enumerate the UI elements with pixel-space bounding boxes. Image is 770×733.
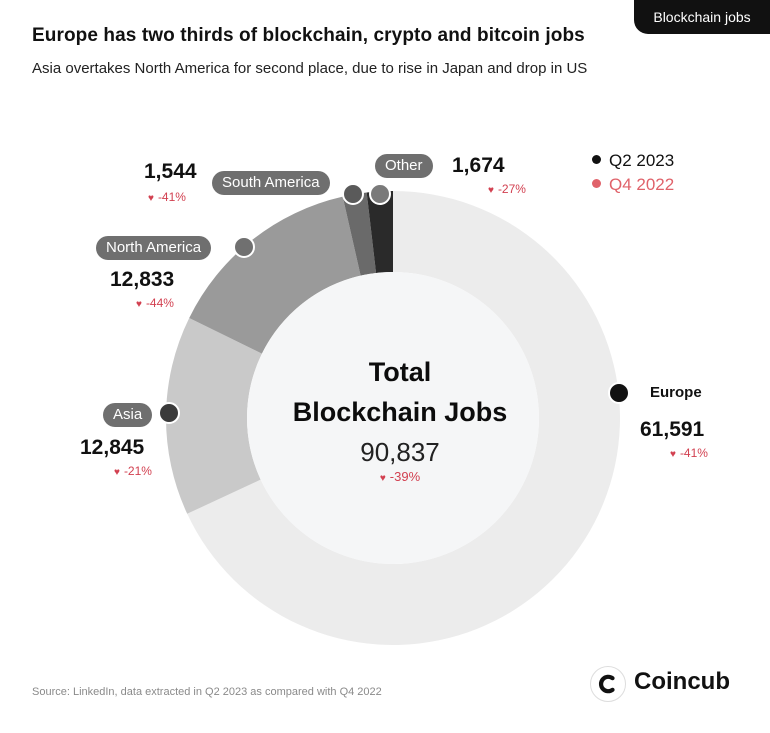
center-title-line-2: Blockchain Jobs [292, 397, 508, 427]
center-change: ♥ -39% [379, 469, 421, 484]
heart-icon: ♥ [488, 185, 494, 196]
slice-europe [187, 191, 620, 645]
south-america-change: ♥ -41% [148, 190, 186, 204]
chart-subtitle: Asia overtakes North America for second … [32, 60, 588, 77]
other-change: ♥ -27% [488, 182, 526, 196]
asia-pill: Asia [103, 403, 153, 427]
south-america-marker [342, 183, 364, 205]
heart-icon: ♥ [136, 299, 142, 310]
other-pill: Other [375, 154, 433, 178]
coincub-logo-icon [590, 666, 626, 702]
north-america-pill: North America [96, 236, 212, 260]
asia-change: ♥ -21% [114, 464, 152, 478]
slice-asia [165, 317, 262, 514]
heart-icon: ♥ [670, 449, 676, 460]
slice-other [366, 191, 393, 273]
heart-icon: ♥ [379, 473, 386, 484]
slice-north-america [189, 196, 361, 354]
brand-name: Coincub [634, 668, 730, 695]
south-america-value: 1,544 [144, 160, 197, 183]
europe-change: ♥ -41% [670, 446, 708, 460]
asia-value: 12,845 [80, 436, 145, 459]
europe-marker [608, 382, 630, 404]
legend-item-current: Q2 2023 [592, 151, 674, 171]
europe-label: Europe [650, 384, 702, 401]
heart-icon: ♥ [148, 193, 154, 204]
center-total: 90,837 [360, 437, 440, 467]
europe-value: 61,591 [640, 418, 705, 441]
legend-dot-current [592, 155, 601, 164]
source-note: Source: LinkedIn, data extracted in Q2 2… [32, 686, 382, 698]
other-value: 1,674 [452, 154, 505, 177]
south-america-pill: South America [212, 171, 330, 195]
category-tag: Blockchain jobs [634, 0, 770, 34]
slice-south-america [342, 192, 377, 276]
legend-item-previous: Q4 2022 [592, 175, 674, 195]
legend-dot-previous [592, 179, 601, 188]
donut-hole [247, 272, 539, 564]
heart-icon: ♥ [114, 467, 120, 478]
north-america-change: ♥ -44% [136, 296, 174, 310]
chart-title: Europe has two thirds of blockchain, cry… [32, 25, 585, 46]
center-title-line-1: Total [368, 357, 432, 387]
other-marker [369, 183, 391, 205]
center-title: Total Blockchain Jobs [250, 352, 550, 432]
asia-marker [158, 402, 180, 424]
north-america-value: 12,833 [110, 268, 175, 291]
north-america-marker [233, 236, 255, 258]
